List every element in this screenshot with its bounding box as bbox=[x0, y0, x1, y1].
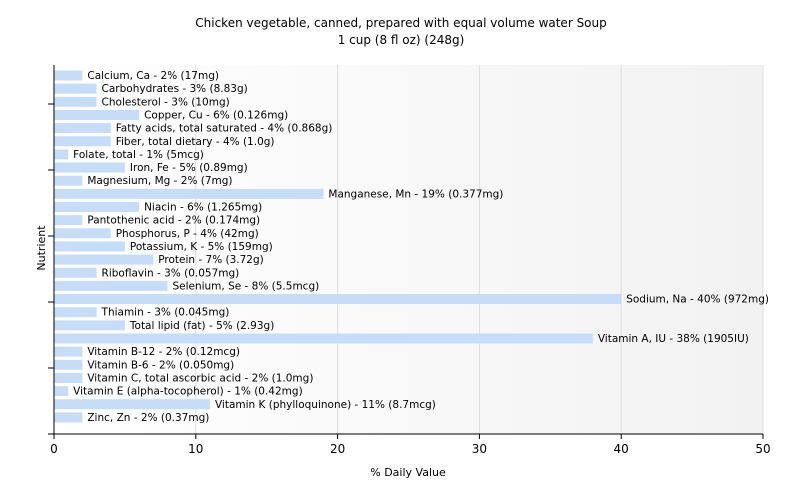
bar bbox=[54, 228, 111, 239]
bar bbox=[54, 202, 140, 212]
bar bbox=[54, 241, 125, 252]
bar bbox=[54, 175, 83, 186]
x-tick-label: 30 bbox=[472, 442, 487, 456]
bar-label: Fiber, total dietary - 4% (1.0g) bbox=[116, 136, 275, 148]
bar bbox=[54, 109, 140, 120]
bar-label: Thiamin - 3% (0.045mg) bbox=[101, 307, 230, 319]
bar-label: Phosphorus, P - 4% (42mg) bbox=[116, 228, 259, 240]
bar-label: Fatty acids, total saturated - 4% (0.868… bbox=[116, 123, 333, 135]
y-axis-label: Nutrient bbox=[35, 225, 48, 271]
bar-label: Protein - 7% (3.72g) bbox=[158, 254, 264, 266]
bar-label: Vitamin B-12 - 2% (0.12mcg) bbox=[87, 346, 240, 358]
bars: Calcium, Ca - 2% (17mg)Carbohydrates - 3… bbox=[54, 70, 769, 424]
x-axis-label: % Daily Value bbox=[370, 466, 446, 479]
chart-subtitle: 1 cup (8 fl oz) (248g) bbox=[338, 33, 465, 47]
bar bbox=[54, 162, 125, 173]
bar bbox=[54, 70, 83, 81]
bar bbox=[54, 188, 324, 199]
bar bbox=[54, 215, 83, 226]
chart-title: Chicken vegetable, canned, prepared with… bbox=[195, 16, 607, 30]
bar-label: Selenium, Se - 8% (5.5mcg) bbox=[172, 280, 319, 292]
bar bbox=[54, 280, 168, 291]
bar bbox=[54, 149, 69, 160]
bar-label: Vitamin K (phylloquinone) - 11% (8.7mcg) bbox=[215, 399, 436, 411]
x-tick-label: 10 bbox=[188, 442, 203, 456]
bar-label: Riboflavin - 3% (0.057mg) bbox=[102, 267, 240, 279]
bar bbox=[54, 267, 97, 278]
bar-label: Manganese, Mn - 19% (0.377mg) bbox=[328, 188, 503, 200]
bar-label: Copper, Cu - 6% (0.126mg) bbox=[144, 109, 288, 121]
bar bbox=[54, 359, 83, 370]
bar-label: Niacin - 6% (1.265mg) bbox=[144, 202, 262, 214]
bar-label: Vitamin E (alpha-tocopherol) - 1% (0.42m… bbox=[73, 386, 303, 398]
bar bbox=[54, 412, 83, 423]
bar bbox=[54, 320, 125, 331]
bar-label: Zinc, Zn - 2% (0.37mg) bbox=[87, 412, 209, 424]
x-tick-label: 20 bbox=[330, 442, 345, 456]
bar bbox=[54, 346, 83, 357]
bar-label: Pantothenic acid - 2% (0.174mg) bbox=[87, 215, 260, 227]
bar bbox=[54, 294, 622, 305]
bar-label: Folate, total - 1% (5mcg) bbox=[73, 149, 204, 161]
axes: 0 10 20 30 40 50 bbox=[48, 65, 771, 456]
bar-label: Iron, Fe - 5% (0.89mg) bbox=[130, 162, 248, 174]
bar-label: Sodium, Na - 40% (972mg) bbox=[626, 294, 769, 306]
bar bbox=[54, 333, 593, 344]
bar bbox=[54, 307, 97, 318]
bar-label: Vitamin C, total ascorbic acid - 2% (1.0… bbox=[87, 372, 313, 384]
x-tick-label: 0 bbox=[50, 442, 58, 456]
bar bbox=[54, 96, 97, 107]
x-tick-label: 50 bbox=[755, 442, 770, 456]
bar bbox=[54, 83, 97, 94]
bar-label: Potassium, K - 5% (159mg) bbox=[130, 241, 273, 253]
bar-label: Magnesium, Mg - 2% (7mg) bbox=[87, 175, 232, 187]
bar-label: Cholesterol - 3% (10mg) bbox=[102, 96, 230, 108]
bar-label: Calcium, Ca - 2% (17mg) bbox=[87, 70, 219, 82]
gridlines bbox=[54, 65, 764, 434]
bar bbox=[54, 136, 111, 147]
bar bbox=[54, 399, 210, 410]
bar bbox=[54, 254, 154, 265]
bar-label: Carbohydrates - 3% (8.83g) bbox=[102, 83, 248, 95]
bar-label: Total lipid (fat) - 5% (2.93g) bbox=[129, 320, 274, 332]
bar bbox=[54, 123, 111, 134]
plot-area bbox=[54, 65, 763, 434]
x-tick-label: 40 bbox=[614, 442, 629, 456]
bar-label: Vitamin A, IU - 38% (1905IU) bbox=[598, 333, 749, 345]
bar bbox=[54, 386, 69, 397]
bar-label: Vitamin B-6 - 2% (0.050mg) bbox=[87, 359, 234, 371]
bar bbox=[54, 372, 83, 383]
